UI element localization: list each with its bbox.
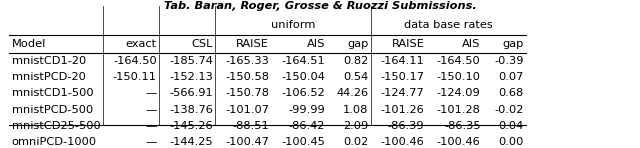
Text: 2.09: 2.09 [343, 121, 369, 131]
Text: -86.42: -86.42 [289, 121, 325, 131]
Text: -101.26: -101.26 [381, 105, 424, 115]
Text: -164.50: -164.50 [437, 56, 481, 66]
Text: RAISE: RAISE [236, 39, 269, 49]
Text: RAISE: RAISE [392, 39, 424, 49]
Text: mnistPCD-500: mnistPCD-500 [12, 105, 93, 115]
Text: -150.04: -150.04 [281, 72, 325, 82]
Text: AIS: AIS [462, 39, 481, 49]
Text: -165.33: -165.33 [225, 56, 269, 66]
Text: -100.46: -100.46 [381, 137, 424, 147]
Text: 0.07: 0.07 [499, 72, 524, 82]
Text: -0.02: -0.02 [495, 105, 524, 115]
Text: -86.39: -86.39 [388, 121, 424, 131]
Text: 0.54: 0.54 [343, 72, 369, 82]
Text: -164.51: -164.51 [282, 56, 325, 66]
Text: -150.11: -150.11 [113, 72, 157, 82]
Text: CSL: CSL [191, 39, 213, 49]
Text: mnistCD25-500: mnistCD25-500 [12, 121, 100, 131]
Text: -150.10: -150.10 [436, 72, 481, 82]
Text: -88.51: -88.51 [232, 121, 269, 131]
Text: mnistPCD-20: mnistPCD-20 [12, 72, 86, 82]
Text: gap: gap [502, 39, 524, 49]
Text: -100.46: -100.46 [437, 137, 481, 147]
Text: —: — [145, 105, 157, 115]
Text: -101.28: -101.28 [436, 105, 481, 115]
Text: —: — [145, 121, 157, 131]
Text: 0.04: 0.04 [499, 121, 524, 131]
Text: -144.25: -144.25 [170, 137, 213, 147]
Text: -145.26: -145.26 [170, 121, 213, 131]
Text: -86.35: -86.35 [444, 121, 481, 131]
Text: mnistCD1-500: mnistCD1-500 [12, 88, 93, 98]
Text: data base rates: data base rates [404, 20, 493, 30]
Text: Tab. Baran, Roger, Grosse & Ruozzi Submissions.: Tab. Baran, Roger, Grosse & Ruozzi Submi… [164, 1, 476, 11]
Text: AIS: AIS [307, 39, 325, 49]
Text: 0.82: 0.82 [343, 56, 369, 66]
Text: -150.78: -150.78 [225, 88, 269, 98]
Text: -106.52: -106.52 [282, 88, 325, 98]
Text: -124.09: -124.09 [437, 88, 481, 98]
Text: omniPCD-1000: omniPCD-1000 [12, 137, 97, 147]
Text: -100.45: -100.45 [281, 137, 325, 147]
Text: 1.08: 1.08 [343, 105, 369, 115]
Text: -99.99: -99.99 [289, 105, 325, 115]
Text: 0.68: 0.68 [499, 88, 524, 98]
Text: 0.02: 0.02 [343, 137, 369, 147]
Text: exact: exact [125, 39, 157, 49]
Text: -150.58: -150.58 [225, 72, 269, 82]
Text: -152.13: -152.13 [169, 72, 213, 82]
Text: -164.50: -164.50 [113, 56, 157, 66]
Text: -101.07: -101.07 [225, 105, 269, 115]
Text: 44.26: 44.26 [336, 88, 369, 98]
Text: -150.17: -150.17 [381, 72, 424, 82]
Text: mnistCD1-20: mnistCD1-20 [12, 56, 86, 66]
Text: -100.47: -100.47 [225, 137, 269, 147]
Text: -164.11: -164.11 [381, 56, 424, 66]
Text: uniform: uniform [271, 20, 316, 30]
Text: -566.91: -566.91 [169, 88, 213, 98]
Text: Model: Model [12, 39, 46, 49]
Text: -185.74: -185.74 [169, 56, 213, 66]
Text: —: — [145, 137, 157, 147]
Text: -0.39: -0.39 [495, 56, 524, 66]
Text: —: — [145, 88, 157, 98]
Text: -124.77: -124.77 [381, 88, 424, 98]
Text: gap: gap [347, 39, 369, 49]
Text: -138.76: -138.76 [169, 105, 213, 115]
Text: 0.00: 0.00 [499, 137, 524, 147]
